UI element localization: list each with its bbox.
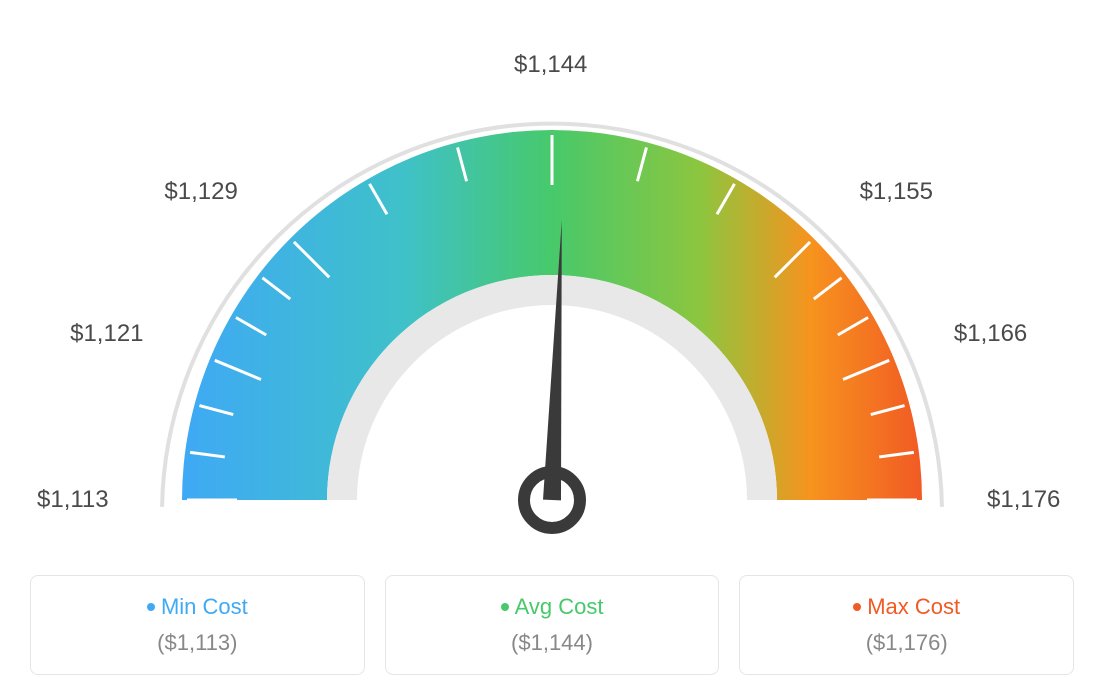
legend-label-max: Max Cost	[750, 594, 1063, 620]
legend-row: Min Cost ($1,113) Avg Cost ($1,144) Max …	[0, 575, 1104, 675]
gauge-tick-label: $1,176	[987, 486, 1060, 514]
gauge-svg	[0, 0, 1104, 560]
chart-container: $1,113 $1,121 $1,129 $1,144 $1,155 $1,166 $1,1…	[0, 0, 1104, 690]
min-cost-value: ($1,113)	[41, 630, 354, 656]
max-cost-label: Max Cost	[867, 594, 960, 619]
gauge-tick-label: $1,144	[514, 51, 587, 79]
max-cost-value: ($1,176)	[750, 630, 1063, 656]
legend-label-min: Min Cost	[41, 594, 354, 620]
legend-dot-max	[853, 603, 861, 611]
gauge: $1,113 $1,121 $1,129 $1,144 $1,155 $1,166 $1,1…	[0, 0, 1104, 560]
gauge-tick-label: $1,155	[860, 178, 933, 206]
legend-card-min: Min Cost ($1,113)	[30, 575, 365, 675]
gauge-tick-label: $1,129	[164, 178, 237, 206]
gauge-tick-label: $1,121	[70, 320, 143, 348]
legend-dot-avg	[501, 603, 509, 611]
avg-cost-value: ($1,144)	[396, 630, 709, 656]
legend-card-avg: Avg Cost ($1,144)	[385, 575, 720, 675]
legend-dot-min	[147, 603, 155, 611]
gauge-tick-label: $1,113	[37, 486, 109, 514]
legend-card-max: Max Cost ($1,176)	[739, 575, 1074, 675]
gauge-tick-label: $1,166	[954, 320, 1027, 348]
min-cost-label: Min Cost	[161, 594, 248, 619]
avg-cost-label: Avg Cost	[515, 594, 604, 619]
legend-label-avg: Avg Cost	[396, 594, 709, 620]
